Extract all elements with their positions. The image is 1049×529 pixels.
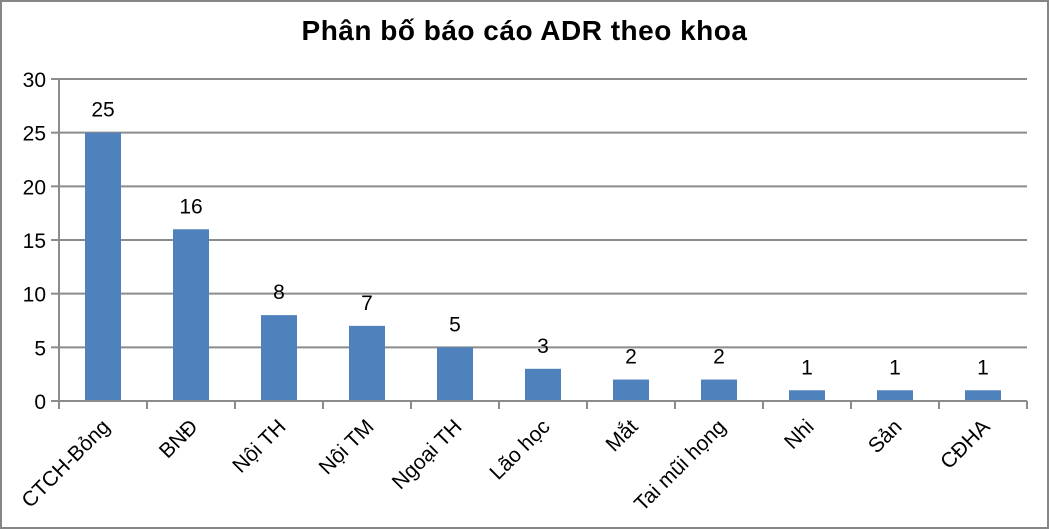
bar-value-label: 1 — [801, 356, 813, 379]
bar — [965, 390, 1001, 401]
bar-value-label: 1 — [889, 356, 901, 379]
x-axis-label: Nội TH — [228, 415, 290, 477]
x-axis-label: Mắt — [602, 415, 643, 456]
y-axis-tick-label: 15 — [23, 230, 46, 253]
x-axis-label: Tai mũi họng — [630, 415, 730, 515]
bar-value-label: 2 — [625, 346, 637, 369]
bar — [525, 368, 561, 401]
bar-value-label: 7 — [361, 292, 373, 315]
x-axis-label: Nhi — [780, 415, 819, 454]
y-axis-tick-label: 20 — [23, 176, 46, 199]
bar — [613, 379, 649, 401]
bar-value-label: 2 — [713, 346, 725, 369]
y-axis-tick-label: 0 — [34, 391, 46, 414]
x-axis-label: Nội TM — [315, 415, 379, 479]
bar-value-label: 3 — [537, 335, 549, 358]
x-axis-label: Lão học — [485, 415, 554, 484]
bar-value-label: 1 — [977, 356, 989, 379]
x-axis-label: CTCH-Bỏng — [17, 415, 114, 512]
bar — [173, 229, 209, 401]
y-axis-tick-label: 30 — [23, 69, 46, 92]
chart-title: Phân bố báo cáo ADR theo khoa — [301, 15, 748, 46]
x-axis-label: Sản — [864, 415, 907, 458]
y-axis-tick-label: 25 — [23, 123, 46, 146]
bar-value-label: 5 — [449, 313, 461, 336]
y-axis-tick-label: 10 — [23, 284, 46, 307]
bar — [437, 347, 473, 401]
bar — [701, 379, 737, 401]
bar — [349, 325, 385, 401]
bar — [789, 390, 825, 401]
bar-value-label: 8 — [273, 281, 285, 304]
bar — [877, 390, 913, 401]
x-axis-label: BNĐ — [155, 415, 203, 463]
bar — [261, 315, 297, 401]
bar-value-label: 16 — [179, 195, 202, 218]
bar — [85, 132, 121, 401]
x-axis-label: CĐHA — [936, 415, 994, 473]
bar-value-label: 25 — [91, 99, 114, 122]
y-axis-tick-label: 5 — [34, 337, 46, 360]
x-axis-label: Ngoại TH — [388, 415, 467, 494]
